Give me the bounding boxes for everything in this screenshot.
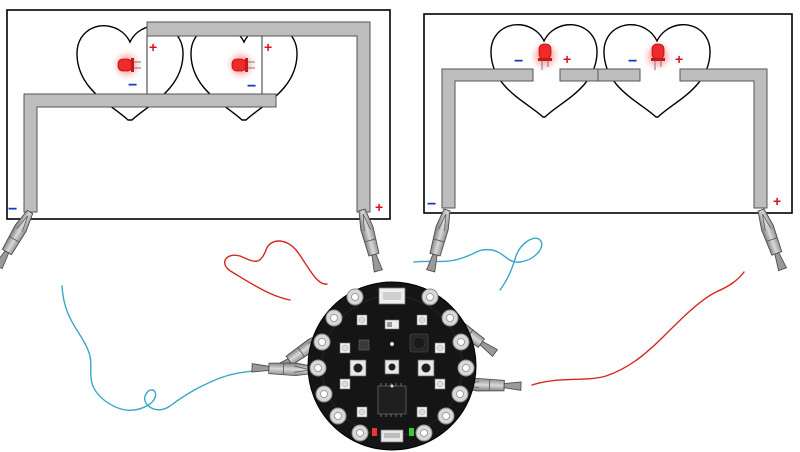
neopixel [416,314,428,326]
board-pad [351,424,369,442]
plus-sign: + [563,51,571,67]
plus-sign: + [773,193,781,209]
minus-sign: − [514,53,523,70]
copper-tape-negative [441,68,534,209]
led-icon [223,47,259,83]
plus-sign: + [149,39,157,55]
status-led [409,428,414,436]
copper-tape-positive [679,68,768,209]
wire-blue [413,237,543,291]
minus-sign: − [128,77,137,94]
copper-tape-negative [23,93,277,213]
microcontroller-chip [377,385,407,415]
alligator-clip-icon [754,207,789,272]
plus-sign: + [375,199,383,215]
wire-red [224,240,328,301]
minus-sign: − [427,196,436,213]
board-pad [441,309,459,327]
neopixel [356,406,368,418]
right-card: − + − + − + [423,13,793,214]
led-icon [109,47,145,83]
board-pad [309,359,327,377]
plus-sign: + [675,51,683,67]
copper-tape-series-link [559,68,641,82]
neopixel [434,342,446,354]
board-pad [313,333,331,351]
board-pad [415,424,433,442]
board-pad [437,407,455,425]
neopixel [339,378,351,390]
minus-sign: − [8,201,17,218]
wires [61,237,745,411]
board-pad [346,288,364,306]
minus-sign: − [247,78,256,95]
status-led [372,428,377,436]
neopixel [416,406,428,418]
minus-sign: − [628,53,637,70]
circuit-board-icon [307,281,477,451]
board-pad [315,385,333,403]
neopixel [339,342,351,354]
led-icon [527,38,563,74]
wire-blue [61,285,263,411]
alligator-clip-icon [424,207,454,273]
light-sensor [358,339,370,351]
board-pad [452,333,470,351]
board-pad [325,309,343,327]
board-pad [329,407,347,425]
board-pad [451,385,469,403]
left-card: + − + − − + [6,9,391,220]
board-pad [457,359,475,377]
led-icon [640,38,676,74]
wire-red [531,271,745,386]
plus-sign: + [264,39,272,55]
neopixel [356,314,368,326]
alligator-clip-icon [251,361,316,377]
board-pad [421,288,439,306]
neopixel [434,378,446,390]
